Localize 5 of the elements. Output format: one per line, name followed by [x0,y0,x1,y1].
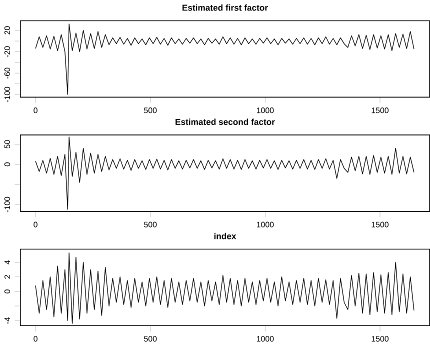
line-series [35,24,414,95]
chart-title: Estimated first factor [182,4,268,11]
chart-title: Estimated second factor [176,118,275,125]
chart-title: index [214,232,236,240]
line-series [35,252,414,324]
